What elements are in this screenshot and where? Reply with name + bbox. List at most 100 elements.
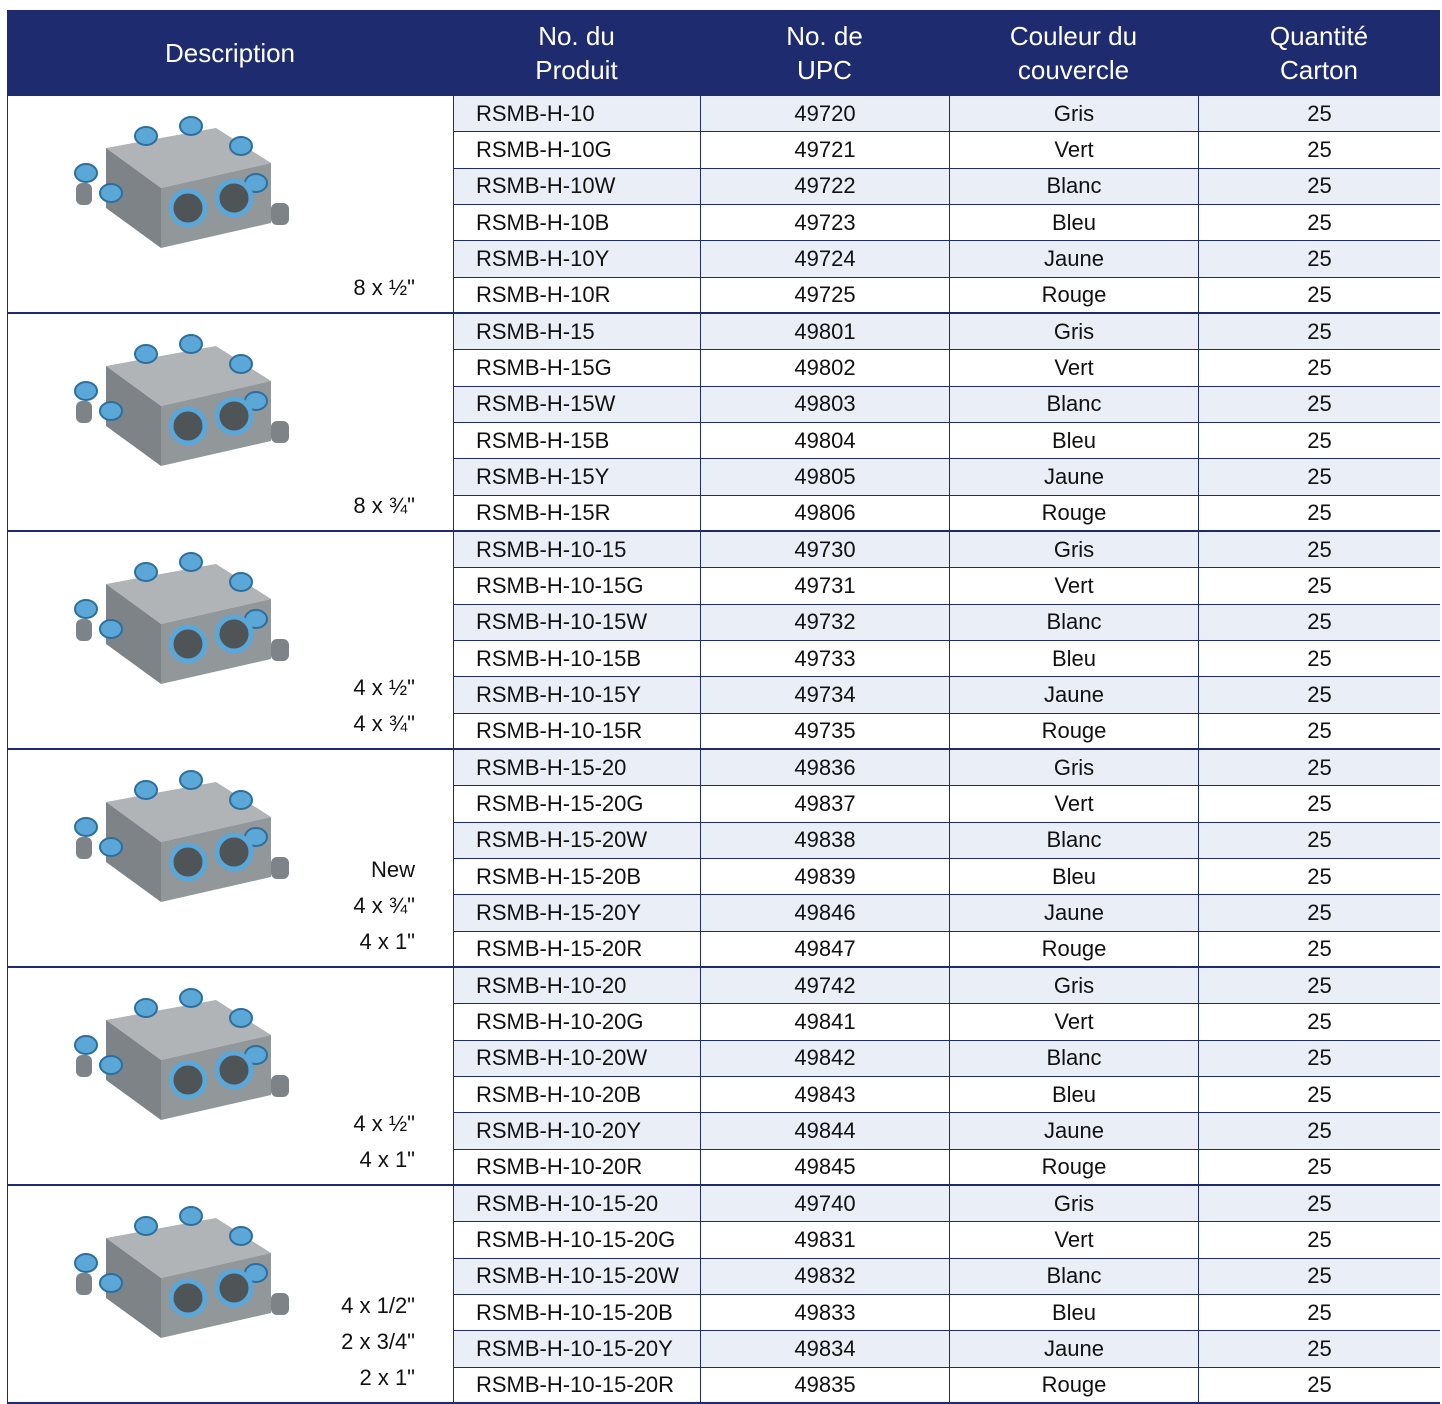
upc: 49742 (700, 968, 949, 1004)
carton-quantity: 25 (1198, 677, 1440, 713)
upc: 49805 (700, 459, 949, 495)
product-number: RSMB-H-15-20 (453, 750, 700, 786)
carton-quantity: 25 (1198, 932, 1440, 968)
product-number: RSMB-H-10-20 (453, 968, 700, 1004)
product-number: RSMB-H-10-15G (453, 568, 700, 604)
cover-color: Vert (949, 786, 1198, 822)
cover-color: Jaune (949, 241, 1198, 277)
upc: 49735 (700, 714, 949, 750)
upc: 49846 (700, 895, 949, 931)
cover-color: Rouge (949, 1368, 1198, 1404)
cover-color: Bleu (949, 641, 1198, 677)
product-number: RSMB-H-10-15B (453, 641, 700, 677)
description-cell: 4 x 1/2"2 x 3/4"2 x 1" (7, 1186, 453, 1404)
upc: 49803 (700, 387, 949, 423)
description-line: 4 x 1/2" (341, 1288, 415, 1324)
upc: 49844 (700, 1113, 949, 1149)
product-number: RSMB-H-15-20W (453, 823, 700, 859)
icon-part (135, 127, 157, 145)
icon-part (100, 838, 122, 856)
product-number: RSMB-H-10-15-20R (453, 1368, 700, 1404)
description-line: 8 x ¾" (353, 488, 415, 524)
carton-quantity: 25 (1198, 132, 1440, 168)
icon-part (180, 989, 202, 1007)
icon-part (135, 999, 157, 1017)
description-cell: 4 x ½"4 x ¾" (7, 532, 453, 750)
header-line: No. de (786, 19, 863, 53)
product-number: RSMB-H-10 (453, 96, 700, 132)
icon-part (217, 399, 251, 433)
column-header: Description (7, 10, 453, 96)
icon-part (180, 117, 202, 135)
product-image (66, 1198, 296, 1348)
upc: 49832 (700, 1259, 949, 1295)
carton-quantity: 25 (1198, 968, 1440, 1004)
upc: 49721 (700, 132, 949, 168)
description-line: 4 x ¾" (353, 706, 415, 742)
cover-color: Blanc (949, 1259, 1198, 1295)
upc: 49724 (700, 241, 949, 277)
cover-color: Vert (949, 132, 1198, 168)
upc: 49725 (700, 278, 949, 314)
icon-part (75, 600, 97, 618)
icon-part (75, 1254, 97, 1272)
carton-quantity: 25 (1198, 786, 1440, 822)
description-line: 2 x 1" (341, 1360, 415, 1396)
product-number: RSMB-H-10-20W (453, 1041, 700, 1077)
carton-quantity: 25 (1198, 1004, 1440, 1040)
icon-part (76, 183, 92, 205)
icon-part (135, 781, 157, 799)
icon-part (230, 573, 252, 591)
product-number: RSMB-H-10-15R (453, 714, 700, 750)
product-number: RSMB-H-10-15Y (453, 677, 700, 713)
icon-part (230, 355, 252, 373)
icon-part (180, 771, 202, 789)
carton-quantity: 25 (1198, 1041, 1440, 1077)
carton-quantity: 25 (1198, 823, 1440, 859)
cover-color: Bleu (949, 423, 1198, 459)
upc: 49831 (700, 1222, 949, 1258)
icon-part (230, 137, 252, 155)
product-number: RSMB-H-15G (453, 350, 700, 386)
product-image (66, 108, 296, 258)
upc: 49801 (700, 314, 949, 350)
description-cell: New4 x ¾"4 x 1" (7, 750, 453, 968)
carton-quantity: 25 (1198, 1222, 1440, 1258)
cover-color: Gris (949, 1186, 1198, 1222)
product-image (66, 980, 296, 1130)
upc: 49841 (700, 1004, 949, 1040)
icon-part (217, 835, 251, 869)
icon-part (230, 791, 252, 809)
product-number: RSMB-H-10-20Y (453, 1113, 700, 1149)
icon-part (100, 184, 122, 202)
upc: 49835 (700, 1368, 949, 1404)
cover-color: Bleu (949, 1295, 1198, 1331)
cover-color: Gris (949, 96, 1198, 132)
cover-color: Vert (949, 350, 1198, 386)
description-cell: 8 x ¾" (7, 314, 453, 532)
carton-quantity: 25 (1198, 350, 1440, 386)
header-line: Description (165, 36, 295, 70)
upc: 49740 (700, 1186, 949, 1222)
description-text: 4 x 1/2"2 x 3/4"2 x 1" (341, 1288, 415, 1396)
carton-quantity: 25 (1198, 1077, 1440, 1113)
product-number: RSMB-H-10-20R (453, 1150, 700, 1186)
upc: 49842 (700, 1041, 949, 1077)
product-number: RSMB-H-15-20Y (453, 895, 700, 931)
icon-part (135, 1217, 157, 1235)
upc: 49802 (700, 350, 949, 386)
cover-color: Rouge (949, 714, 1198, 750)
carton-quantity: 25 (1198, 387, 1440, 423)
icon-part (217, 617, 251, 651)
product-number: RSMB-H-10B (453, 205, 700, 241)
product-number: RSMB-H-10G (453, 132, 700, 168)
carton-quantity: 25 (1198, 278, 1440, 314)
upc: 49734 (700, 677, 949, 713)
cover-color: Blanc (949, 823, 1198, 859)
product-number: RSMB-H-10-20G (453, 1004, 700, 1040)
cover-color: Rouge (949, 932, 1198, 968)
carton-quantity: 25 (1198, 459, 1440, 495)
carton-quantity: 25 (1198, 1259, 1440, 1295)
